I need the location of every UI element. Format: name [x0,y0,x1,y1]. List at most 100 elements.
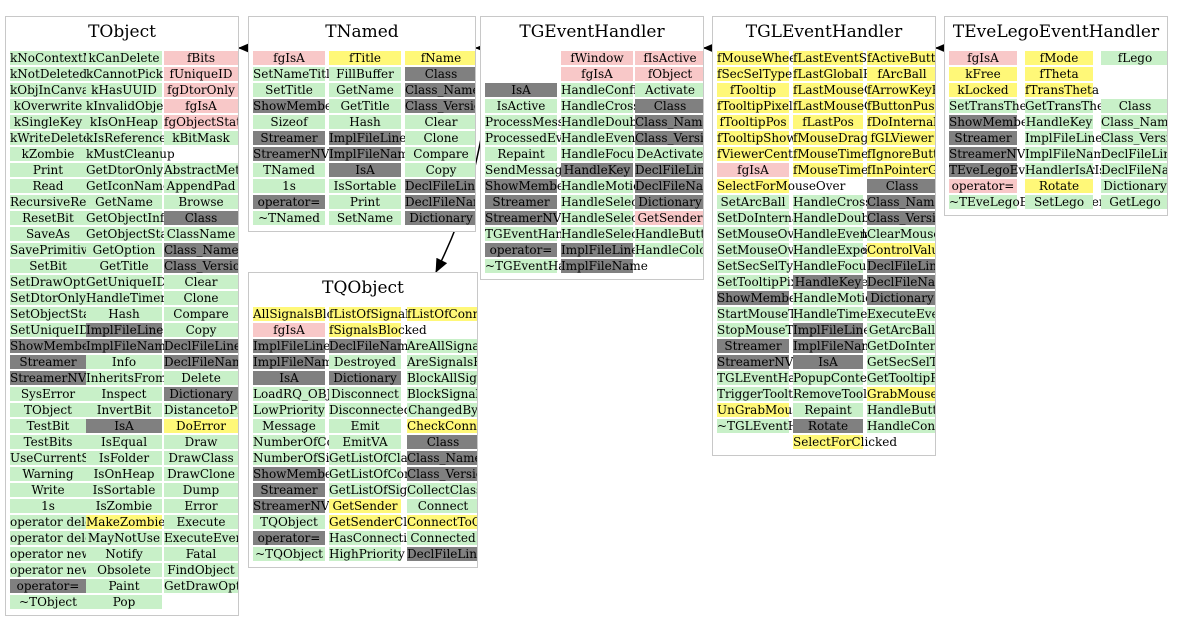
class-member: GetTitle [86,259,162,273]
class-member: IsZombie [86,499,162,513]
class-box-tobject: TObject kNoContextMenu kNotDeleted kObjInCa… [5,16,239,616]
class-member: ~TGLEventHandler [717,419,838,433]
class-member: Class_Name [164,243,239,257]
class-member: kIsOnHeap [86,115,162,129]
class-member: GetDoInternalSelection [867,339,936,353]
class-member: GetTooltipPixelTolerance [867,371,936,385]
class-member: operator new [10,547,92,561]
class-member: HandleSelectionRequest [561,227,704,241]
class-member: fMouseDragFactor [793,131,908,145]
class-member: HandleCrossing [793,195,891,209]
class-member: Class_Name [405,83,476,97]
class-member: UnGrabMouse [717,403,806,417]
class-member: GetTransTheta [1025,99,1117,113]
class-member: Streamer [253,131,325,145]
class-member: GetName [86,195,162,209]
class-member: ImplFileName [1025,147,1112,161]
class-member: FillBuffer [329,67,401,81]
class-member: fTooltipPos [717,115,789,129]
class-member: Clone [164,291,238,305]
class-member: Streamer [949,131,1017,145]
class-member: MayNotUse [86,531,162,545]
class-member: MakeZombie [86,515,166,529]
class-member: SetUniqueID [10,323,89,337]
class-member: ResetBit [10,211,86,225]
class-member: HandleFocusChange [561,147,688,161]
class-member: Dictionary [329,371,401,385]
class-member: operator= [485,243,557,257]
class-member: ShowMembers [949,115,1040,129]
class-member: HandleConfigureNotify [867,419,936,433]
class-member: kNotDeleted [10,67,88,81]
class-member: AllSignalsBlocked [253,307,363,321]
class-member: SetObjectStat [10,307,96,321]
class-member: Fatal [164,547,238,561]
class-member: kSingleKey [10,115,86,129]
class-member: IsSortable [329,179,401,193]
class-member: IsA [86,419,162,433]
class-member: Class_Name [1101,115,1168,129]
class-member: Obsolete [86,563,162,577]
class-member: operator= [949,179,1017,193]
class-member: ProcessMessage [485,115,586,129]
class-member: NumberOfSignals [253,451,363,465]
class-member: Streamer [253,483,325,497]
class-member: DoError [164,419,238,433]
class-member: ImplFileName [253,355,340,369]
class-member: SetDrawOption [10,275,105,289]
class-member: SelectForMouseOver [717,179,846,193]
class-member: fTheta [1025,67,1093,81]
class-member: Class_Version [405,99,475,113]
class-member: AreAllSignalsBlocked [407,339,477,353]
class-member: NumberOfConnections [253,435,393,449]
class-member: ImplFileName [793,339,880,353]
class-member: GetIconName [86,179,171,193]
class-member: Class_Version [635,131,704,145]
class-member: GetLego [1101,195,1167,209]
class-member: SetNameTitle [253,67,337,81]
class-member: Rotate [793,419,863,433]
class-member: ~TEveLegoEventHandler [949,195,1105,209]
class-member: HandleDoubleClick [561,115,680,129]
class-member: kInvalidObject [86,99,175,113]
class-member: GetArcBall [867,323,936,337]
class-member: ShowMembers [717,291,808,305]
class-member: Hash [329,115,401,129]
class-member: Copy [405,163,475,177]
class-member: DeclFileName [405,195,475,209]
class-member: DeclFileName [1101,163,1167,177]
class-member: SetSecSelType [717,259,808,273]
class-member: HandleSelectionClear [561,211,695,225]
class-member: HandleFocusChange [793,259,920,273]
class-box-tevelegoeventhandler: TEveLegoEventHandler fgIsA kFree kLocked Set… [944,16,1168,216]
class-member: Class_Name [407,451,478,465]
class-member: DeclFileLine [1101,147,1167,161]
class-member: GrabMouse [867,387,936,401]
class-member: DeclFileName [867,275,936,289]
class-member: fGLViewer [867,131,935,145]
class-member: operator delete[] [10,531,114,545]
class-member: HandleDoubleClick [793,211,912,225]
class-member: DeclFileName [329,339,416,353]
class-member: GetName [329,83,401,97]
class-member: SetTitle [253,83,325,97]
class-member: kFree [949,67,1017,81]
class-member: Delete [164,371,238,385]
class-member: operator= [253,531,325,545]
class-member: Compare [164,307,238,321]
class-member: ShowMembers [10,339,101,353]
class-member: DrawClass [164,451,238,465]
class-member: ClassName [164,227,238,241]
class-member: IsA [485,83,557,97]
class-member: CheckConnectArgs [407,419,477,433]
class-member: AreSignalsBlocked [407,355,477,369]
class-member: HasConnection [329,531,423,545]
class-member: LoadRQ_OBJECT [253,387,358,401]
class-member: kLocked [949,83,1017,97]
class-member: BlockSignals [407,387,478,401]
class-member: fArcBall [867,67,935,81]
class-member: SysError [10,387,86,401]
class-member: kObjInCanvas [10,83,96,97]
class-member: kWriteDelete [10,131,91,145]
